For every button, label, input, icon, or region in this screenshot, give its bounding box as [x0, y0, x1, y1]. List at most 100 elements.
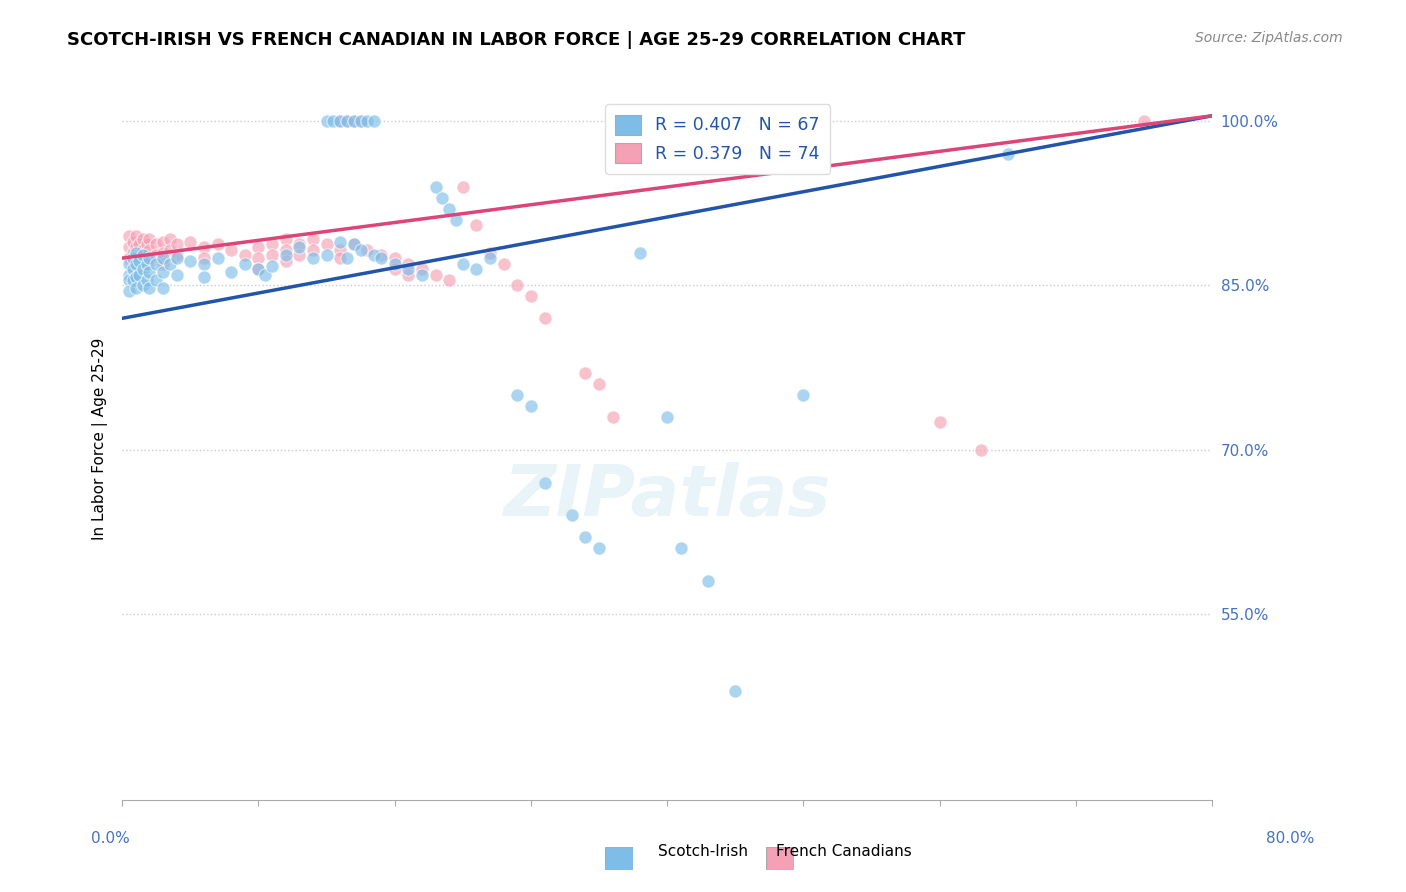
- Point: [118, 268, 141, 282]
- Point: [131, 244, 153, 258]
- Point: [506, 388, 529, 402]
- Point: [274, 248, 297, 262]
- Text: 80.0%: 80.0%: [1267, 831, 1315, 846]
- Point: [274, 244, 297, 258]
- Point: [533, 311, 555, 326]
- Point: [315, 114, 337, 128]
- Point: [336, 251, 359, 265]
- Point: [288, 240, 311, 254]
- Point: [350, 244, 373, 258]
- Point: [437, 273, 460, 287]
- Point: [166, 248, 188, 262]
- Point: [792, 388, 814, 402]
- Point: [122, 245, 145, 260]
- Point: [336, 114, 359, 128]
- Point: [588, 541, 610, 556]
- Point: [343, 114, 366, 128]
- Point: [247, 262, 270, 277]
- Point: [969, 442, 991, 457]
- Point: [288, 236, 311, 251]
- Point: [432, 191, 454, 205]
- Point: [288, 248, 311, 262]
- Point: [179, 235, 201, 249]
- Point: [533, 475, 555, 490]
- Point: [131, 262, 153, 277]
- Point: [561, 508, 583, 523]
- Point: [145, 273, 167, 287]
- Point: [145, 248, 167, 262]
- Point: [122, 235, 145, 249]
- Point: [350, 114, 373, 128]
- Point: [356, 244, 378, 258]
- Point: [145, 256, 167, 270]
- Text: French Canadians: French Canadians: [776, 845, 911, 859]
- Point: [363, 248, 385, 262]
- Point: [135, 273, 157, 287]
- Point: [219, 244, 242, 258]
- Point: [233, 256, 256, 270]
- Point: [370, 251, 392, 265]
- Point: [118, 284, 141, 298]
- Point: [343, 114, 366, 128]
- Point: [329, 244, 352, 258]
- Point: [125, 245, 148, 260]
- Point: [166, 251, 188, 265]
- Point: [138, 265, 160, 279]
- Text: SCOTCH-IRISH VS FRENCH CANADIAN IN LABOR FORCE | AGE 25-29 CORRELATION CHART: SCOTCH-IRISH VS FRENCH CANADIAN IN LABOR…: [67, 31, 966, 49]
- Point: [724, 683, 747, 698]
- Point: [193, 269, 215, 284]
- Point: [159, 244, 181, 258]
- Point: [1133, 114, 1156, 128]
- Point: [131, 254, 153, 268]
- Point: [128, 254, 150, 268]
- Point: [396, 256, 419, 270]
- Point: [444, 212, 467, 227]
- Point: [131, 232, 153, 246]
- Point: [125, 229, 148, 244]
- Point: [125, 256, 148, 270]
- Point: [125, 251, 148, 265]
- Point: [628, 245, 651, 260]
- Point: [247, 240, 270, 254]
- Point: [479, 245, 502, 260]
- Point: [138, 244, 160, 258]
- Point: [574, 530, 596, 544]
- Point: [159, 232, 181, 246]
- Point: [118, 273, 141, 287]
- Point: [254, 268, 277, 282]
- Point: [125, 262, 148, 277]
- Point: [492, 256, 515, 270]
- Point: [588, 377, 610, 392]
- Point: [465, 219, 488, 233]
- Point: [370, 248, 392, 262]
- Point: [179, 254, 201, 268]
- Point: [207, 236, 229, 251]
- Point: [152, 280, 174, 294]
- Point: [233, 248, 256, 262]
- Point: [329, 235, 352, 249]
- Point: [135, 256, 157, 270]
- Point: [363, 114, 385, 128]
- Point: [166, 236, 188, 251]
- Point: [451, 180, 474, 194]
- Point: [128, 268, 150, 282]
- Point: [997, 147, 1019, 161]
- Point: [302, 251, 325, 265]
- Point: [135, 236, 157, 251]
- Point: [396, 268, 419, 282]
- Point: [128, 248, 150, 262]
- Point: [118, 229, 141, 244]
- Point: [125, 269, 148, 284]
- Point: [131, 278, 153, 293]
- Point: [465, 262, 488, 277]
- Point: [315, 248, 337, 262]
- Point: [329, 251, 352, 265]
- Point: [343, 236, 366, 251]
- Text: ZIPatlas: ZIPatlas: [503, 462, 831, 531]
- Point: [657, 409, 679, 424]
- Point: [697, 574, 720, 588]
- Point: [302, 232, 325, 246]
- Point: [166, 268, 188, 282]
- Point: [322, 114, 344, 128]
- Point: [138, 280, 160, 294]
